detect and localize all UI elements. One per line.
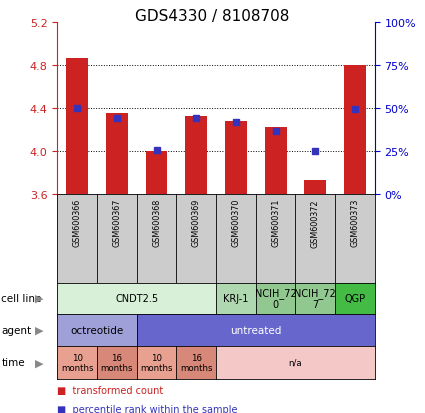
Text: GSM600369: GSM600369 [192,199,201,247]
Bar [106,114,128,194]
Text: 10
months: 10 months [140,353,173,372]
Text: ■  transformed count: ■ transformed count [57,385,164,395]
Text: 16
months: 16 months [180,353,212,372]
Text: GSM600368: GSM600368 [152,199,161,247]
Bar [265,128,286,194]
Text: GSM600373: GSM600373 [351,199,360,247]
Text: KRJ-1: KRJ-1 [223,293,249,304]
Bar [146,151,167,194]
Bar [66,59,88,194]
Text: GSM600371: GSM600371 [271,199,280,247]
Text: GSM600367: GSM600367 [112,199,122,247]
Text: ▶: ▶ [35,293,43,304]
Text: ■  percentile rank within the sample: ■ percentile rank within the sample [57,404,238,413]
Bar [185,117,207,194]
Text: octreotide: octreotide [71,325,124,335]
Text: untreated: untreated [230,325,281,335]
Text: n/a: n/a [289,358,302,367]
Text: NCIH_72
7: NCIH_72 7 [295,287,336,310]
Text: GSM600366: GSM600366 [73,199,82,247]
Text: time: time [1,358,25,368]
Text: GSM600370: GSM600370 [232,199,241,247]
Text: ▶: ▶ [35,325,43,335]
Text: 10
months: 10 months [61,353,94,372]
Text: ▶: ▶ [35,358,43,368]
Text: NCIH_72
0: NCIH_72 0 [255,287,297,310]
Text: GSM600372: GSM600372 [311,199,320,247]
Text: agent: agent [1,325,31,335]
Text: GDS4330 / 8108708: GDS4330 / 8108708 [135,9,290,24]
Text: QGP: QGP [344,293,366,304]
Text: 16
months: 16 months [101,353,133,372]
Text: CNDT2.5: CNDT2.5 [115,293,158,304]
Text: cell line: cell line [1,293,42,304]
Bar [344,66,366,194]
Bar [304,180,326,194]
Bar [225,121,247,194]
